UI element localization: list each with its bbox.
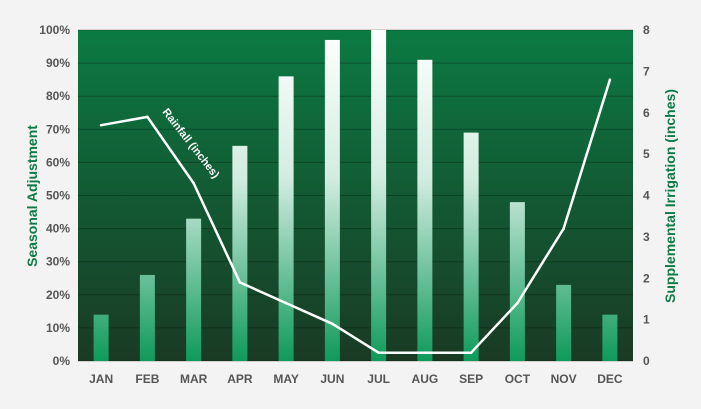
category-label-aug: AUG [412,372,439,386]
category-label-feb: FEB [135,372,159,386]
line-point-jun [331,322,334,326]
line-point-aug [423,351,427,355]
right-tick-label: 1 [643,313,650,327]
bar-sep [463,132,479,361]
left-tick-label: 60% [46,155,70,169]
left-axis-title: Seasonal Adjustment [24,125,40,267]
category-label-mar: MAR [180,372,208,386]
category-label-apr: APR [227,372,253,386]
left-tick-label: 70% [46,122,70,136]
left-tick-label: 10% [46,321,70,335]
bar-jun [324,39,340,362]
category-label-sep: SEP [459,372,483,386]
right-tick-label: 0 [643,354,650,368]
gridlines [78,29,633,362]
right-tick-label: 8 [643,23,650,37]
left-tick-label: 80% [46,89,70,103]
bar-nov [556,284,572,361]
category-label-oct: OCT [505,372,531,386]
left-tick-label: 0% [53,354,71,368]
category-axis: JAN FEB MAR APR MAY JUN JUL AUG SEP OCT NOV DEC [89,372,623,386]
category-label-jan: JAN [89,372,113,386]
right-tick-label: 4 [643,189,650,203]
bar-mar [186,218,202,361]
line-point-may [284,301,288,305]
category-label-may: MAY [273,372,299,386]
bar-may [278,76,294,361]
bar-feb [139,274,155,361]
bar-dec [602,314,618,361]
left-tick-label: 20% [46,288,70,302]
bar-aug [417,59,433,361]
line-point-oct [516,301,519,305]
bar-oct [509,202,525,361]
bar-apr [232,145,248,361]
left-tick-label: 50% [46,189,70,203]
bar-jul [371,30,387,361]
line-point-jan [99,123,103,127]
plot-area [78,30,633,361]
line-series [99,78,612,355]
category-label-dec: DEC [597,372,623,386]
bar-series [93,30,618,362]
right-axis-title: Supplemental Irrigation (inches) [662,89,678,303]
line-point-feb [146,115,149,119]
left-tick-label: 30% [46,255,70,269]
right-tick-label: 6 [643,106,650,120]
line-point-apr [238,281,242,284]
left-tick-label: 90% [46,56,70,70]
right-tick-label: 3 [643,230,650,244]
category-label-jun: JUN [320,372,344,386]
bar-jan [93,314,109,361]
rainfall-line [100,79,612,354]
category-label-jul: JUL [367,372,390,386]
line-point-sep [469,351,473,355]
category-label-nov: NOV [551,372,577,386]
line-point-jul [377,351,380,355]
left-tick-label: 40% [46,222,70,236]
line-point-mar [192,181,195,185]
line-point-nov [562,227,565,230]
right-tick-label: 7 [643,64,650,78]
left-axis-ticks: 0% 10% 20% 30% 40% 50% 60% 70% 80% 90% 100% [39,23,70,368]
right-axis-ticks: 0 1 2 3 4 5 6 7 8 [643,23,650,368]
left-tick-label: 100% [39,23,70,37]
right-tick-label: 2 [643,271,650,285]
right-tick-label: 5 [643,147,650,161]
line-point-dec [608,78,612,81]
